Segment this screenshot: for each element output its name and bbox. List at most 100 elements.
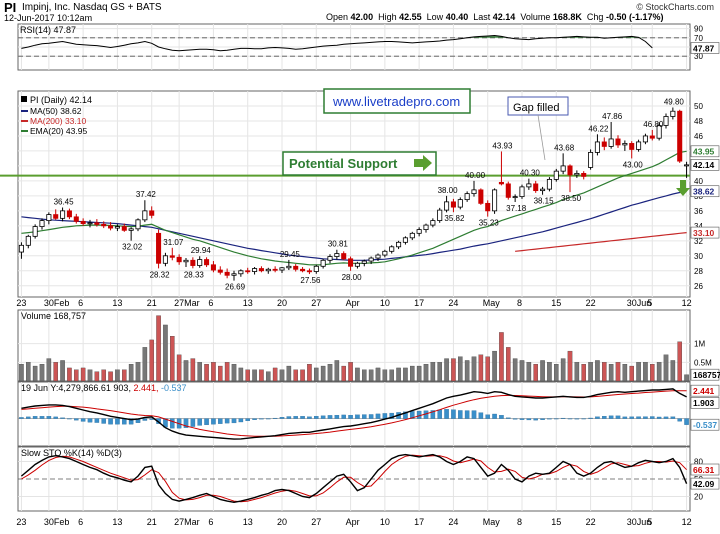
watermark-text: www.livetradepro.com <box>332 94 460 109</box>
candle-body <box>327 256 333 261</box>
volume-bar <box>53 362 58 382</box>
x-axis-label: 8 <box>517 517 522 527</box>
price-point-label: 26.69 <box>225 283 246 292</box>
volume-value: 168.8K <box>552 12 582 22</box>
volume-bar <box>348 362 353 382</box>
candle-body <box>416 229 422 234</box>
last-value: 42.14 <box>492 12 516 22</box>
volume-bar <box>403 367 408 382</box>
x-axis-label: 6 <box>78 298 83 308</box>
candle-body <box>444 201 450 211</box>
macd-hist-bar <box>259 418 264 420</box>
macd-hist-bar <box>94 418 100 423</box>
candle-body <box>423 224 429 230</box>
macd-hist-bar <box>190 418 196 427</box>
price-legend-title: PI (Daily) 42.14 <box>30 95 92 105</box>
candle-body <box>354 262 360 267</box>
macd-hist-bar <box>224 418 230 424</box>
volume-bar <box>410 365 415 382</box>
rsi-line <box>21 34 653 52</box>
macd-hist-box-box <box>690 418 720 431</box>
rsi-last-box <box>690 42 720 54</box>
price-tick: 50 <box>694 102 703 111</box>
price-point-label: 43.68 <box>554 143 575 152</box>
candle-body <box>334 253 340 257</box>
stoch-k-box-box <box>690 477 720 490</box>
volume-bar <box>355 367 360 382</box>
volume-bar <box>80 367 86 382</box>
volume-bar <box>211 362 216 382</box>
macd-hist-bar <box>39 416 45 419</box>
volume-last: 168757 <box>693 370 720 380</box>
stoch-tick: 80 <box>694 458 703 467</box>
macd-hist-bar <box>87 418 93 423</box>
candle-body <box>252 268 258 272</box>
volume-bar <box>320 365 326 382</box>
price-tick: 46 <box>694 132 703 141</box>
x-axis-label: 27Mar <box>174 298 200 308</box>
candle-body <box>389 246 395 252</box>
macd-hist-bar <box>643 416 648 419</box>
price-point-label: 40.00 <box>465 171 486 180</box>
x-axis-label: May <box>483 517 501 527</box>
volume-bar <box>554 364 559 382</box>
candle-body <box>608 138 614 147</box>
price-point-label: 47.86 <box>602 112 623 121</box>
macd-hist-bar <box>595 416 600 419</box>
candle-body <box>581 172 587 177</box>
vol-tick: 1M <box>694 340 705 349</box>
macd-hist-bar <box>554 418 559 420</box>
x-axis-label: 22 <box>586 298 596 308</box>
volume-bar <box>156 315 161 382</box>
x-axis-label: 27Mar <box>174 517 200 527</box>
macd-hist-bar <box>80 418 86 422</box>
volume-bar <box>74 369 79 382</box>
x-axis-label: 24 <box>448 517 458 527</box>
price-point-label: 38.50 <box>561 194 582 203</box>
macd-hist-bar <box>506 417 511 419</box>
volume-bar <box>327 364 333 382</box>
candle-body <box>450 201 456 208</box>
macd-hist-bar <box>650 416 655 419</box>
volume-bar <box>471 356 477 382</box>
candle-body <box>190 259 196 266</box>
price-tick: 36 <box>694 207 703 216</box>
candle-body <box>519 186 525 198</box>
macd-hist-bar <box>60 417 65 419</box>
legend-swatch-price <box>21 96 27 102</box>
x-axis-label: 30Jun <box>627 517 652 527</box>
volume-bar <box>499 332 504 382</box>
candle-body <box>286 265 292 269</box>
macd-hist-bar <box>670 416 676 419</box>
macd-hist-bar <box>101 418 106 424</box>
candle-body <box>210 264 216 271</box>
macd-hist-bar <box>245 418 250 422</box>
candle-body <box>437 209 443 221</box>
volume-bar <box>430 362 436 382</box>
macd-hist-bar <box>362 414 367 419</box>
x-axis-label: Apr <box>346 517 360 527</box>
volume-bar <box>396 367 401 382</box>
macd-hist-bar <box>252 418 257 420</box>
macd-hist-bar <box>108 418 113 425</box>
macd-hist-bar <box>368 414 374 419</box>
macd-hist-bar <box>183 418 189 428</box>
candle-body <box>94 222 100 225</box>
volume-bar <box>122 369 127 382</box>
candle-body <box>87 222 93 225</box>
price-point-label: 40.30 <box>520 169 541 178</box>
volume-bar <box>362 369 367 382</box>
candle-body <box>156 232 162 264</box>
macd-hist-bar <box>471 410 477 419</box>
price-tick: 30 <box>694 252 703 261</box>
candle-body <box>300 268 306 272</box>
macd-hist-bar <box>547 418 552 420</box>
volume-bar <box>677 341 682 382</box>
candle-body <box>53 214 59 219</box>
volume-bar <box>464 360 470 382</box>
macd-hist-bar <box>478 412 484 419</box>
macd-hist-bar <box>499 415 504 419</box>
volume-legend: Volume 168,757 <box>21 311 86 321</box>
volume-bar <box>444 358 449 382</box>
volume-bar <box>142 347 148 382</box>
